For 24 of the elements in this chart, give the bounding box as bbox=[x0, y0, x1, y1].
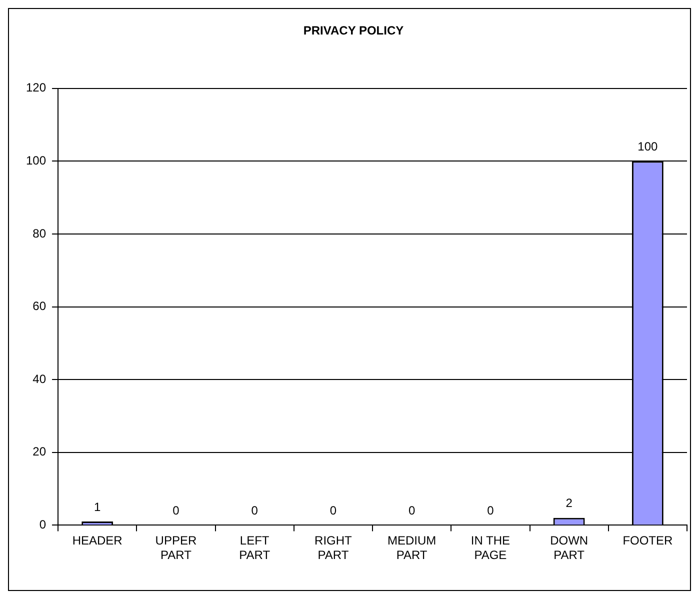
y-tick-label: 0 bbox=[39, 518, 46, 532]
data-label: 0 bbox=[251, 504, 258, 518]
x-tick-label: IN THE PAGE bbox=[470, 534, 510, 562]
data-label: 0 bbox=[487, 504, 494, 518]
y-tick-label: 120 bbox=[26, 80, 46, 95]
data-label: 0 bbox=[330, 504, 337, 518]
x-tick-label: MEDIUM PART bbox=[387, 534, 436, 562]
x-tick-label: RIGHT PART bbox=[314, 534, 353, 562]
x-tick-label: HEADER bbox=[72, 534, 123, 548]
y-tick-label: 80 bbox=[32, 226, 46, 240]
chart-title: PRIVACY POLICY bbox=[303, 24, 404, 38]
x-tick-label: LEFT PART bbox=[239, 534, 271, 562]
x-tick-label: UPPER PART bbox=[155, 534, 197, 562]
data-label: 0 bbox=[408, 504, 416, 518]
data-label: 1 bbox=[94, 500, 101, 514]
y-tick-label: 60 bbox=[32, 299, 46, 314]
data-label: 0 bbox=[172, 504, 180, 518]
y-tick-label: 100 bbox=[26, 154, 46, 168]
x-tick-label: FOOTER bbox=[622, 534, 674, 548]
x-tick-label: DOWN PART bbox=[550, 534, 588, 562]
y-tick-label: 20 bbox=[32, 444, 46, 459]
data-label: 100 bbox=[638, 140, 658, 154]
y-tick-label: 40 bbox=[32, 372, 46, 386]
data-label: 2 bbox=[566, 496, 573, 510]
